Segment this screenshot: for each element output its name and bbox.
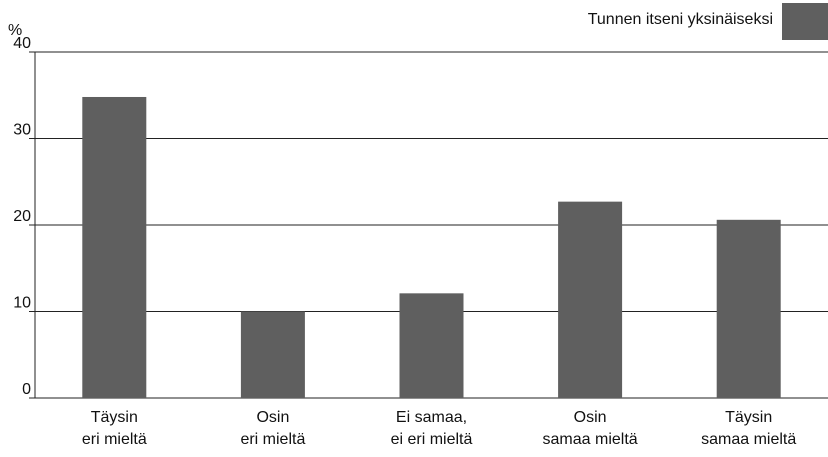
bar [82, 96, 147, 398]
legend-label: Tunnen itseni yksinäiseksi [588, 11, 773, 28]
x-tick-label: Osin [256, 409, 289, 426]
y-unit: % [8, 22, 22, 39]
x-tick-label: Osin [574, 409, 607, 426]
x-tick-label: eri mieltä [82, 431, 147, 448]
y-tick-label: 30 [13, 122, 31, 139]
x-tick-label: Täysin [725, 409, 772, 426]
bar [558, 201, 623, 398]
x-tick-label: ei eri mieltä [391, 431, 473, 448]
bar [716, 219, 781, 398]
x-tick-label: eri mieltä [240, 431, 305, 448]
x-tick-label: Täysin [91, 409, 138, 426]
y-tick-label: 0 [22, 381, 31, 398]
x-tick-label: samaa mieltä [543, 431, 638, 448]
y-tick-label: 40 [13, 35, 31, 52]
x-tick-label: samaa mieltä [701, 431, 796, 448]
y-tick-label: 10 [13, 295, 31, 312]
y-tick-label: 20 [13, 208, 31, 225]
legend-swatch [782, 3, 828, 40]
bar [399, 293, 464, 398]
x-tick-label: Ei samaa, [396, 409, 467, 426]
bar [240, 311, 305, 398]
